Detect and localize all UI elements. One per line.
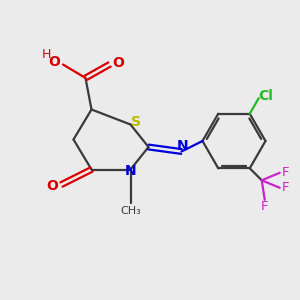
Text: H: H: [42, 47, 51, 61]
Text: Cl: Cl: [258, 89, 273, 103]
Text: O: O: [46, 179, 58, 193]
Text: N: N: [125, 164, 136, 178]
Text: F: F: [261, 200, 268, 213]
Text: O: O: [112, 56, 124, 70]
Text: S: S: [131, 115, 141, 129]
Text: N: N: [177, 139, 189, 153]
Text: O: O: [49, 55, 61, 69]
Text: F: F: [281, 166, 289, 179]
Text: CH₃: CH₃: [120, 206, 141, 217]
Text: F: F: [281, 181, 289, 194]
